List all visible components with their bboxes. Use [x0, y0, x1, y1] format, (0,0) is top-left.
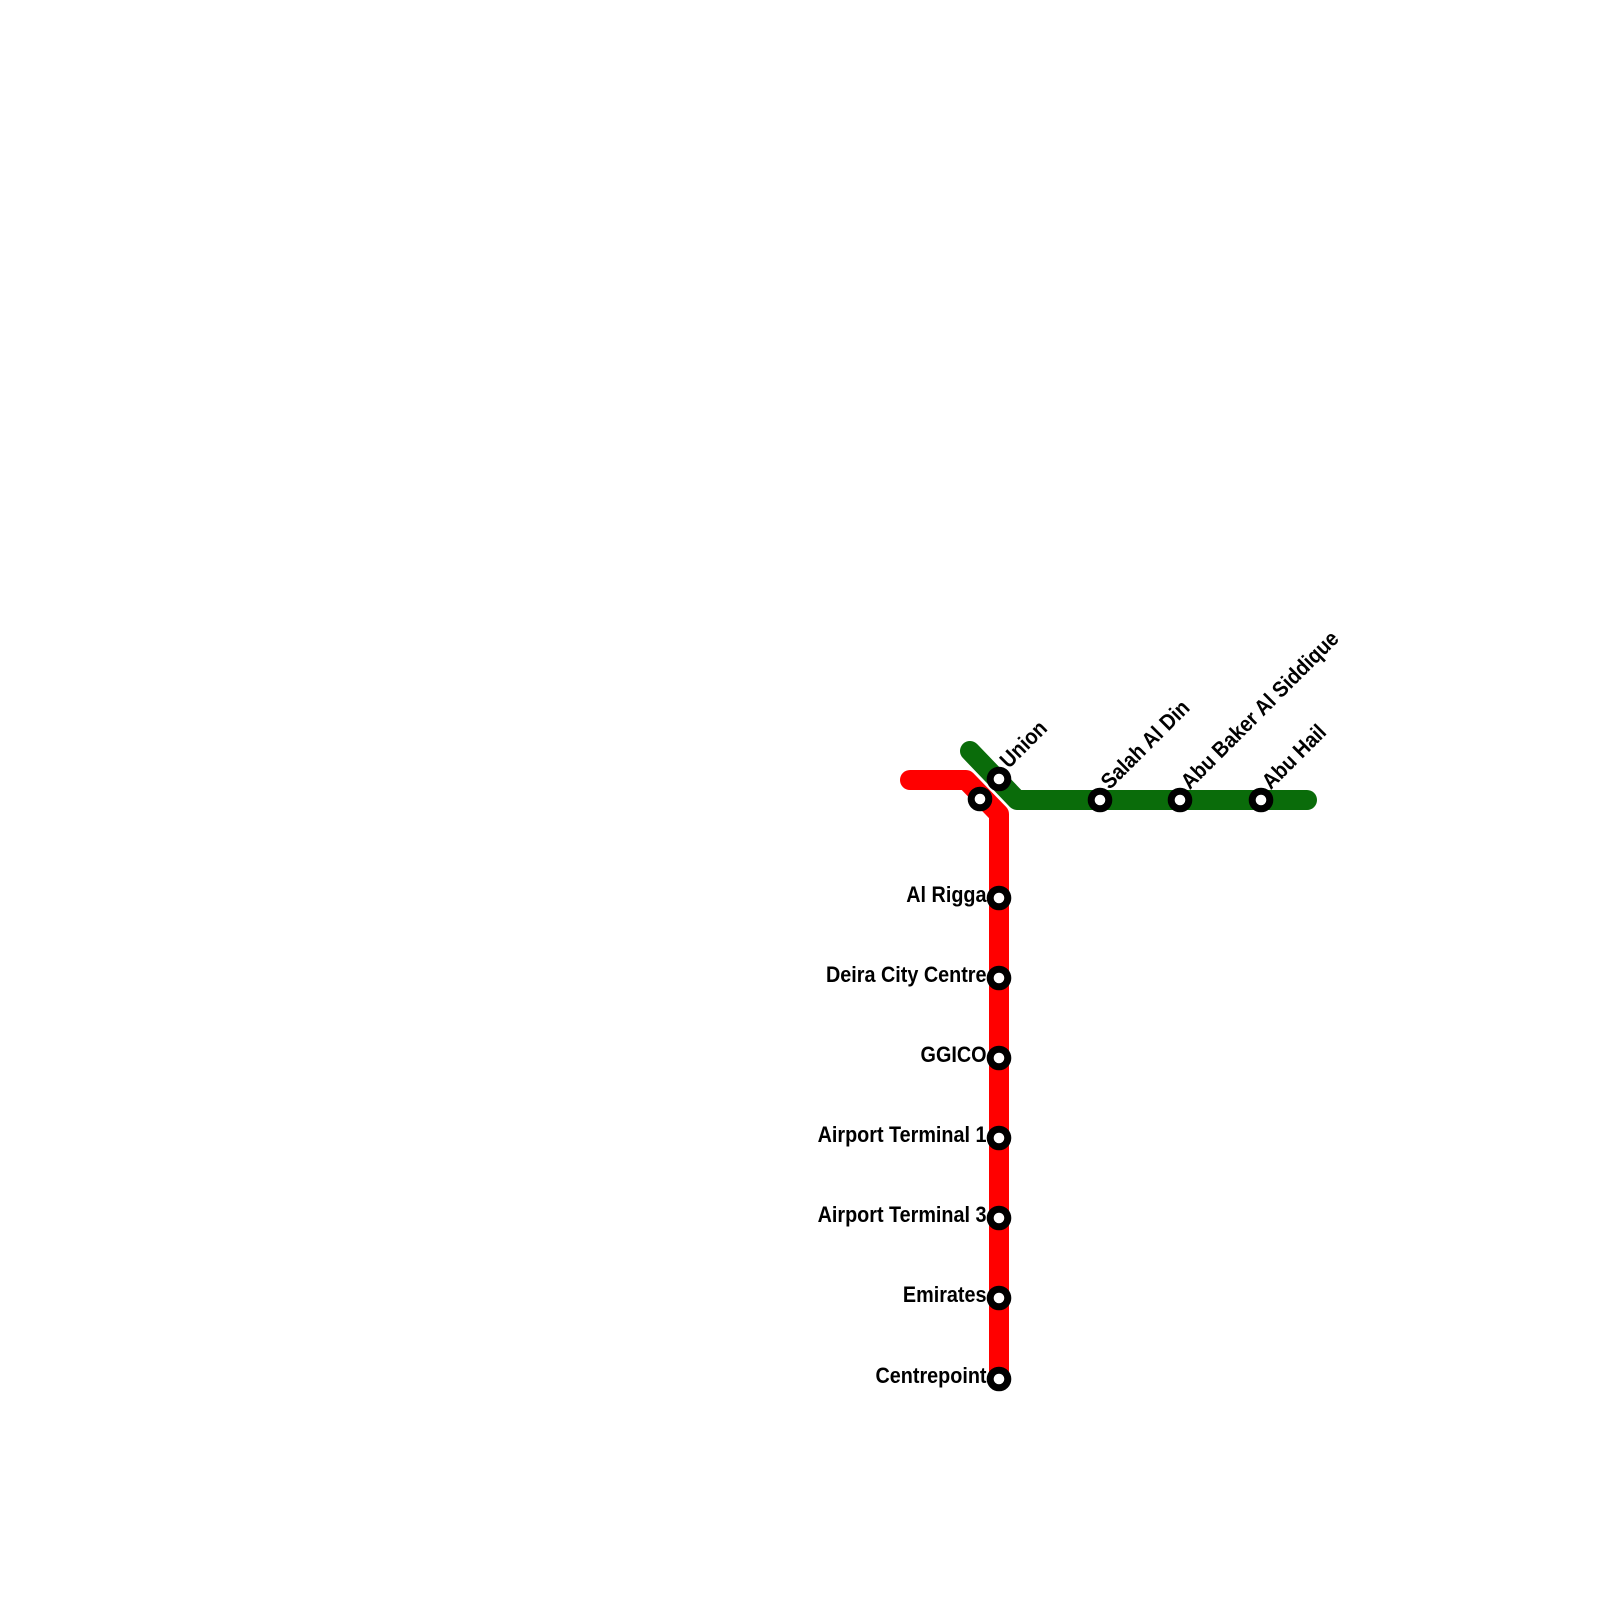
svg-text:Al Rigga: Al Rigga	[906, 883, 987, 907]
svg-text:Union: Union	[995, 716, 1052, 773]
svg-text:Centrepoint: Centrepoint	[876, 1364, 987, 1388]
svg-text:Airport Terminal 3: Airport Terminal 3	[818, 1203, 987, 1227]
svg-text:Abu Baker Al Siddique: Abu Baker Al Siddique	[1176, 627, 1343, 794]
svg-text:Deira City Centre: Deira City Centre	[826, 963, 986, 987]
svg-text:Emirates: Emirates	[903, 1283, 987, 1307]
svg-text:Airport Terminal 1: Airport Terminal 1	[818, 1123, 987, 1147]
svg-text:GGICO: GGICO	[921, 1043, 987, 1067]
svg-text:Abu Hail: Abu Hail	[1257, 720, 1331, 794]
